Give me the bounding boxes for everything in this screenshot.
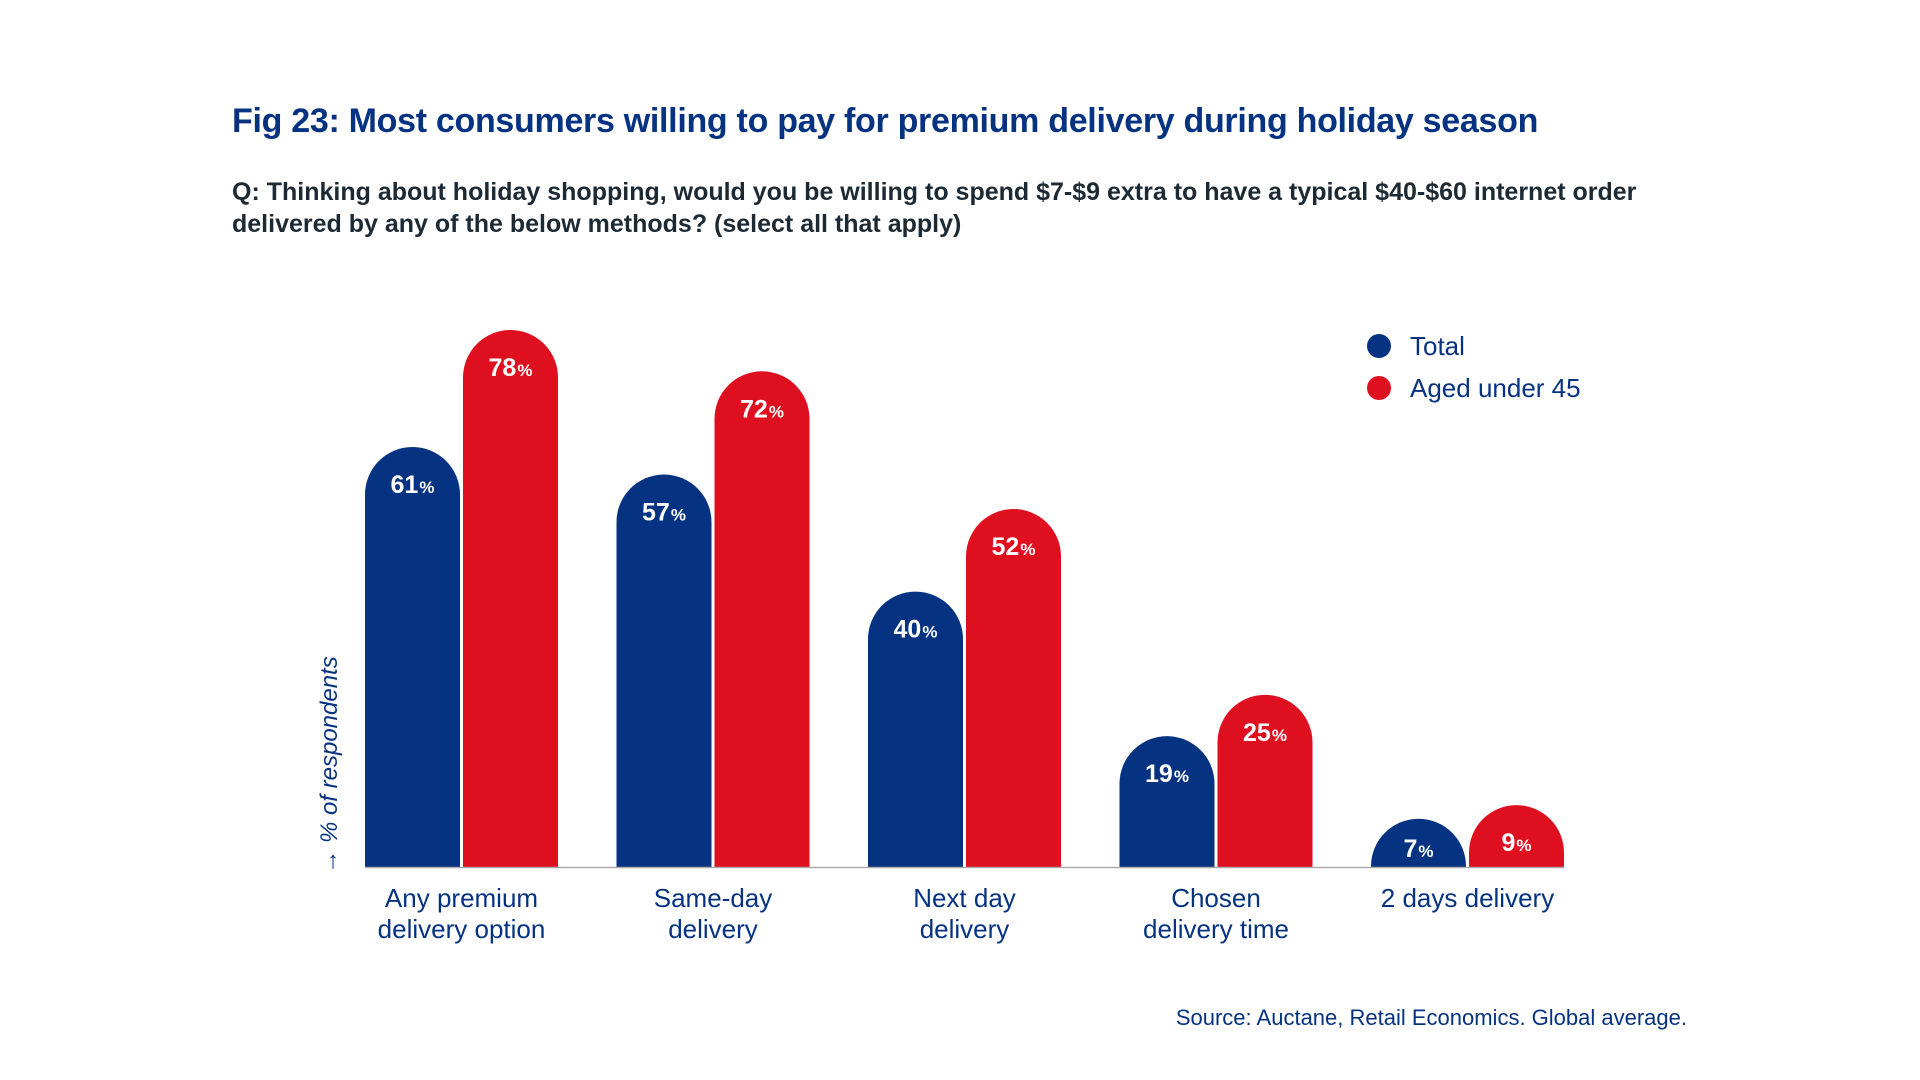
legend: Total Aged under 45 (1367, 325, 1581, 409)
data-label: 9% (1501, 829, 1531, 857)
legend-item-aged-under-45: Aged under 45 (1367, 367, 1581, 409)
bar-aged-under-45-4 (1469, 805, 1564, 867)
legend-label-total: Total (1410, 330, 1465, 361)
data-label: 61% (391, 471, 435, 499)
x-tick-label: 2 days delivery (1381, 883, 1554, 913)
bar-total-3 (1119, 736, 1215, 867)
chart-subtitle: Q: Thinking about holiday shopping, woul… (232, 178, 1637, 238)
data-label: 78% (489, 354, 533, 382)
data-label: 52% (992, 533, 1036, 561)
bar-total-4 (1371, 818, 1466, 867)
data-label: 25% (1243, 719, 1287, 747)
source-note: Source: Auctane, Retail Economics. Globa… (1175, 1005, 1687, 1030)
x-tick-label: Chosen delivery time (1143, 883, 1289, 944)
bar-total-1 (616, 474, 712, 867)
bar-total-2 (868, 591, 963, 867)
legend-label-aged-under-45: Aged under 45 (1410, 372, 1581, 403)
data-label: 57% (642, 499, 686, 527)
x-tick-label: Same-day delivery (654, 883, 773, 944)
legend-swatch-total (1367, 334, 1391, 358)
legend-item-total: Total (1367, 325, 1581, 367)
data-label: 40% (894, 616, 938, 644)
data-label: 7% (1403, 835, 1433, 863)
bar-aged-under-45-2 (966, 508, 1061, 867)
bar-aged-under-45-0 (463, 329, 558, 867)
bar-aged-under-45-1 (714, 371, 810, 867)
x-tick-label: Any premium delivery option (378, 883, 546, 944)
legend-swatch-aged-under-45 (1367, 376, 1391, 400)
data-label: 72% (740, 395, 784, 423)
data-label: 19% (1145, 760, 1189, 788)
x-tick-label: Next day delivery (913, 883, 1016, 944)
chart-title: Fig 23: Most consumers willing to pay fo… (232, 102, 1539, 140)
bar-total-0 (365, 447, 460, 867)
bar-aged-under-45-3 (1217, 694, 1313, 867)
